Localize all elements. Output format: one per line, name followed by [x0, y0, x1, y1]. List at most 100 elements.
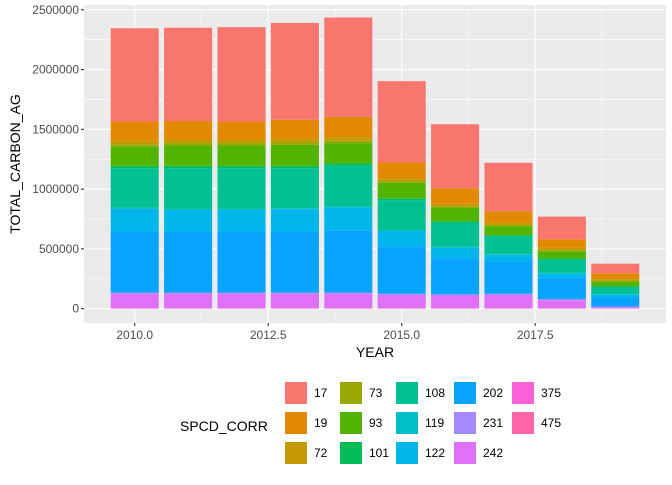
legend-label-475: 475 [541, 416, 561, 430]
bar-segment-19-2010 [111, 122, 159, 141]
legend-label-119: 119 [425, 416, 444, 430]
bar-segment-231-2018 [538, 299, 586, 300]
y-tick-label: 500000 [39, 242, 79, 256]
bar-segment-119-2017 [484, 254, 532, 255]
bar-segment-122-2015 [378, 231, 426, 247]
bar-segment-93-2011 [164, 145, 212, 165]
y-tick-label: 2000000 [32, 63, 79, 77]
bar-segment-108-2012 [217, 168, 265, 209]
bar-segment-72-2014 [324, 137, 372, 141]
bar-segment-202-2018 [538, 278, 586, 299]
bar-segment-72-2016 [431, 204, 479, 206]
bar-segment-242-2011 [164, 294, 212, 308]
bar-segment-202-2014 [324, 230, 372, 292]
bar-segment-93-2019 [591, 282, 639, 287]
bar-segment-101-2014 [324, 163, 372, 165]
bar-segment-231-2016 [431, 294, 479, 295]
bar-segment-122-2014 [324, 208, 372, 231]
bar-segment-93-2012 [217, 145, 265, 165]
legend-key-108 [396, 382, 418, 404]
bar-segment-93-2017 [484, 226, 532, 235]
bar-segment-108-2019 [591, 287, 639, 294]
bar-segment-93-2015 [378, 183, 426, 199]
bar-segment-108-2018 [538, 260, 586, 273]
bar-segment-19-2015 [378, 162, 426, 178]
bar-segment-119-2011 [164, 209, 212, 210]
bar-segment-202-2010 [111, 232, 159, 293]
bar-segment-122-2017 [484, 255, 532, 262]
bar-segment-17-2011 [164, 28, 212, 121]
y-tick-label: 1500000 [32, 122, 79, 136]
legend-key-101 [340, 442, 362, 464]
bar-segment-17-2016 [431, 124, 479, 188]
bar-segment-122-2019 [591, 295, 639, 298]
bar-segment-108-2017 [484, 236, 532, 254]
legend-key-19 [285, 412, 307, 434]
bar-segment-72-2015 [378, 179, 426, 181]
bar-segment-242-2013 [271, 294, 319, 308]
bar-segment-101-2017 [484, 235, 532, 236]
bar-segment-101-2011 [164, 166, 212, 168]
x-tick-label: 2015.0 [383, 328, 420, 342]
bar-segment-108-2014 [324, 166, 372, 207]
legend-label-242: 242 [483, 446, 503, 460]
bar-segment-108-2013 [271, 168, 319, 208]
bar-segment-122-2010 [111, 209, 159, 232]
bar-segment-202-2016 [431, 258, 479, 294]
bar-segment-231-2013 [271, 293, 319, 294]
bar-segment-73-2018 [538, 250, 586, 251]
bar-segment-72-2013 [271, 139, 319, 143]
y-tick-label: 1000000 [32, 182, 79, 196]
bar-segment-242-2012 [217, 294, 265, 308]
legend-title: SPCD_CORR [180, 418, 268, 434]
bar-segment-101-2019 [591, 286, 639, 287]
bar-segment-101-2013 [271, 166, 319, 168]
legend: SPCD_CORR 171972739310110811912220223124… [180, 382, 561, 464]
bar-segment-202-2013 [271, 232, 319, 293]
legend-key-375 [512, 382, 534, 404]
bar-segment-122-2011 [164, 210, 212, 232]
bar-segment-19-2012 [217, 122, 265, 140]
bar-segment-242-2010 [111, 294, 159, 308]
bar-segment-17-2010 [111, 28, 159, 121]
bar-segment-73-2019 [591, 280, 639, 281]
bar-segment-93-2013 [271, 145, 319, 166]
legend-label-73: 73 [369, 386, 383, 400]
bar-segment-119-2013 [271, 208, 319, 209]
bar-segment-108-2016 [431, 223, 479, 247]
bar-segment-93-2014 [324, 143, 372, 163]
bar-segment-202-2012 [217, 232, 265, 293]
legend-label-108: 108 [425, 386, 445, 400]
legend-key-119 [396, 412, 418, 434]
bar-segment-72-2010 [111, 141, 159, 145]
legend-label-19: 19 [314, 416, 328, 430]
bar-segment-73-2012 [217, 143, 265, 145]
bar-segment-19-2014 [324, 117, 372, 137]
bar-segment-242-2015 [378, 295, 426, 308]
bar-segment-108-2010 [111, 168, 159, 207]
bar-segment-231-2015 [378, 294, 426, 295]
bar-segment-73-2015 [378, 181, 426, 183]
y-tick-label: 0 [72, 302, 79, 316]
legend-key-242 [454, 442, 476, 464]
y-tick-label: 2500000 [32, 3, 79, 17]
bar-segment-17-2012 [217, 27, 265, 121]
bar-segment-17-2013 [271, 23, 319, 120]
bar-segment-242-2016 [431, 296, 479, 309]
bar-segment-122-2013 [271, 209, 319, 231]
bar-segment-122-2016 [431, 248, 479, 259]
bar-segment-202-2017 [484, 261, 532, 293]
legend-label-202: 202 [483, 386, 503, 400]
bar-segment-73-2010 [111, 144, 159, 146]
bar-segment-231-2014 [324, 293, 372, 294]
bar-segment-17-2019 [591, 264, 639, 274]
bar-segment-231-2010 [111, 293, 159, 294]
bar-segment-242-2014 [324, 294, 372, 308]
bar-segment-101-2015 [378, 198, 426, 200]
legend-key-93 [340, 412, 362, 434]
bar-segment-108-2011 [164, 168, 212, 209]
bar-segment-119-2014 [324, 206, 372, 207]
legend-key-17 [285, 382, 307, 404]
